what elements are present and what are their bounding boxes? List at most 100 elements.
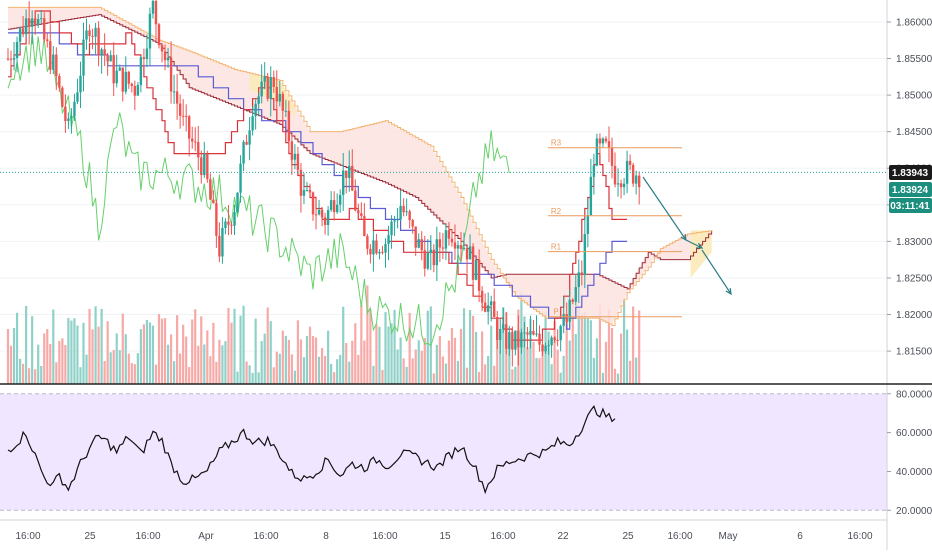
- candle-body: [206, 153, 209, 180]
- volume-bar: [514, 366, 517, 384]
- time-tick-label: 25: [84, 531, 96, 542]
- volume-bar: [118, 350, 121, 384]
- candle-body: [169, 57, 173, 92]
- volume-bar: [260, 341, 263, 384]
- candle-body: [532, 330, 535, 335]
- candle-body: [103, 49, 106, 56]
- time-tick-label: 16:00: [253, 531, 278, 542]
- volume-bar: [266, 307, 269, 384]
- candle-body: [634, 175, 638, 184]
- time-tick-label: 16:00: [847, 531, 872, 542]
- candle-body: [332, 200, 336, 213]
- volume-bar: [635, 357, 638, 384]
- candle-body: [260, 81, 263, 97]
- volume-bar: [396, 349, 399, 384]
- candle-body: [305, 189, 309, 191]
- volume-bar: [58, 340, 61, 384]
- candle-body: [55, 54, 58, 76]
- candle-body: [136, 84, 140, 96]
- volume-bar: [423, 338, 426, 384]
- volume-bar: [188, 367, 191, 384]
- candle-body: [544, 345, 547, 352]
- candle-body: [342, 170, 345, 195]
- volume-bar: [55, 362, 58, 384]
- candle-body: [299, 169, 303, 196]
- candle-body: [58, 75, 61, 88]
- rsi-axis[interactable]: 80.0000 60.0000 40.0000 20.0000: [887, 389, 932, 517]
- volume-bar: [586, 317, 589, 384]
- candle-body: [511, 332, 514, 350]
- candle-body: [541, 344, 544, 352]
- volume-bar: [194, 309, 197, 384]
- candle-body: [553, 337, 556, 341]
- volume-bar: [299, 339, 303, 384]
- candle-body: [493, 301, 496, 317]
- time-tick-label: 25: [622, 531, 634, 542]
- chikou-span-line: [7, 32, 510, 347]
- volume-bar: [541, 344, 544, 384]
- volume-bar: [320, 347, 324, 384]
- candle-body: [52, 54, 55, 70]
- candle-body: [402, 205, 405, 213]
- volume-bar: [227, 307, 230, 384]
- volume-bar: [314, 337, 318, 384]
- volume-bar: [363, 340, 366, 384]
- volume-bar: [393, 309, 396, 384]
- volume-bar: [136, 353, 139, 384]
- volume-bar: [532, 341, 535, 384]
- rsi-tick-label: 40.0000: [896, 467, 932, 478]
- volume-bar: [465, 367, 469, 384]
- candle-body: [293, 153, 297, 160]
- volume-bar: [28, 368, 31, 384]
- candle-body: [157, 24, 161, 46]
- volume-bar: [185, 336, 188, 384]
- candle-body: [82, 39, 85, 76]
- candle-body: [423, 250, 426, 269]
- current-price-label: 1.83924: [892, 185, 929, 196]
- volume-bar: [580, 314, 583, 384]
- candle-body: [145, 48, 149, 59]
- candle-body: [490, 301, 493, 306]
- volume-bar: [269, 321, 272, 384]
- candle-body: [405, 211, 408, 213]
- candle-body: [432, 249, 436, 266]
- volume-bar: [6, 329, 10, 384]
- price-tick-label: 1.82000: [896, 310, 932, 321]
- volume-bar: [145, 319, 149, 384]
- candle-body: [559, 325, 562, 341]
- candle-body: [571, 299, 574, 302]
- time-axis[interactable]: 16:00 25 16:00 Apr 16:00 8 16:00 15 16:00 22 25 16:…: [15, 531, 872, 542]
- candle-body: [181, 115, 185, 117]
- candle-body: [580, 272, 583, 275]
- candle-body: [323, 217, 327, 226]
- candle-body: [230, 224, 233, 226]
- volume-bar: [88, 308, 91, 384]
- candle-body: [67, 118, 70, 122]
- volume-bar: [166, 344, 170, 384]
- candle-body: [465, 248, 469, 260]
- candle-body: [529, 330, 532, 335]
- candle-body: [106, 55, 109, 62]
- candle-body: [197, 142, 200, 158]
- candle-body: [390, 221, 393, 236]
- candle-body: [43, 18, 46, 40]
- volume-bar: [535, 357, 538, 384]
- volume-bar: [182, 324, 185, 384]
- candle-body: [191, 138, 194, 142]
- candle-body: [468, 246, 472, 260]
- volume-bar: [598, 304, 602, 384]
- volume-bar: [444, 363, 447, 384]
- candle-body: [486, 305, 490, 312]
- rsi-line: [7, 405, 616, 495]
- volume-bar: [574, 333, 577, 384]
- volume-bar: [254, 318, 257, 384]
- time-tick-label: 15: [439, 531, 451, 542]
- candle-body: [387, 235, 390, 244]
- candle-body: [456, 245, 460, 249]
- volume-bar: [441, 356, 444, 384]
- volume-bar: [106, 321, 109, 384]
- candle-body: [100, 49, 103, 56]
- price-tick-label: 1.83000: [896, 237, 932, 248]
- candle-body: [79, 75, 82, 93]
